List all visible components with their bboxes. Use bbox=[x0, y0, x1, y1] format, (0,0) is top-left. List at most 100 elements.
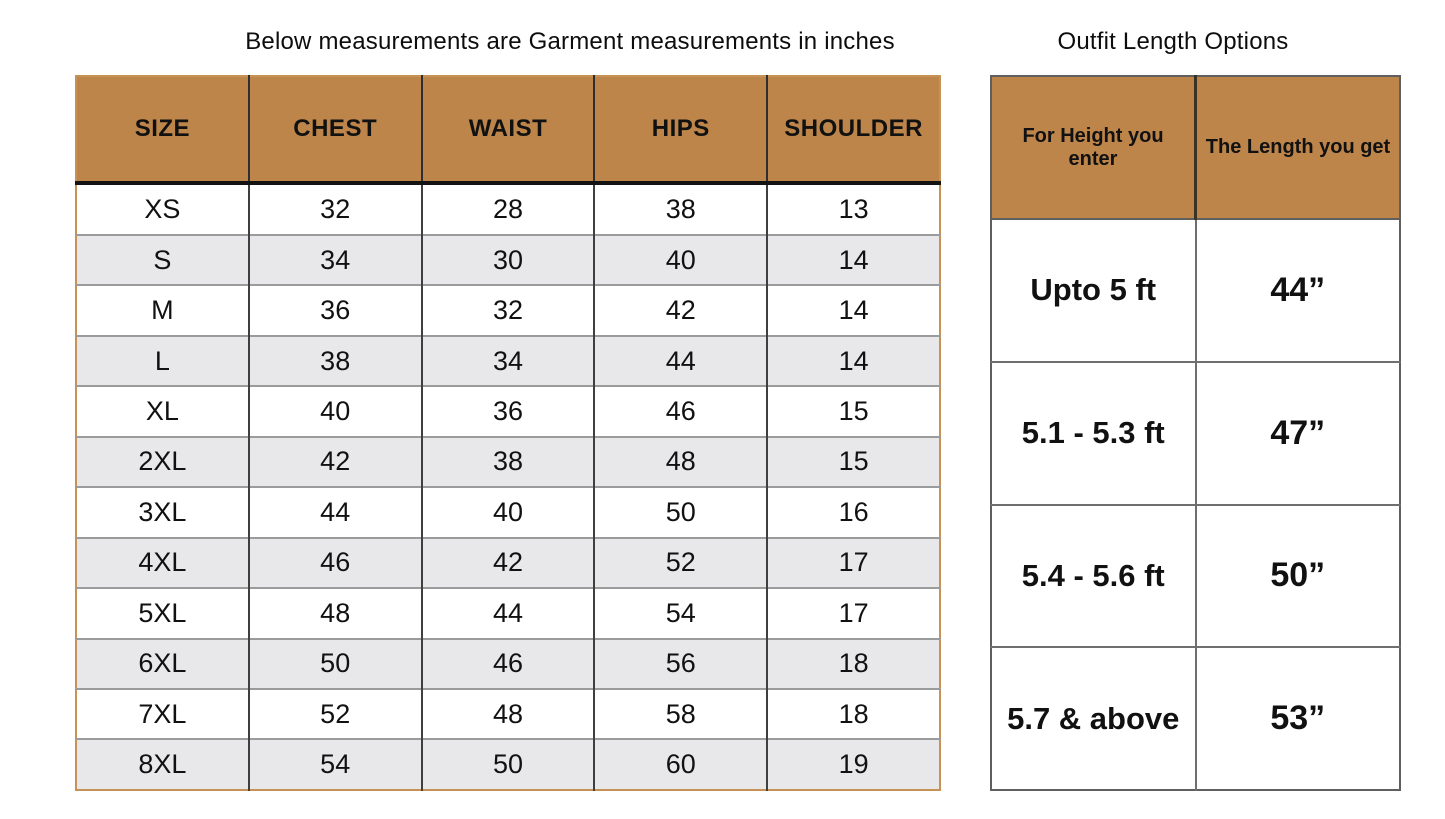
table-cell: 38 bbox=[593, 183, 768, 235]
table-cell: 44 bbox=[247, 486, 422, 538]
table-row: 7XL 52 48 58 18 bbox=[76, 687, 940, 740]
table-cell: 18 bbox=[766, 687, 940, 740]
table-cell: Upto 5 ft bbox=[991, 219, 1196, 362]
table-cell: 58 bbox=[593, 687, 768, 740]
table-cell: 50 bbox=[247, 637, 422, 689]
table-row: XS 32 28 38 13 bbox=[76, 183, 940, 235]
left_table-column-header: CHEST bbox=[247, 76, 422, 185]
table-row: XL 40 36 46 15 bbox=[76, 385, 940, 437]
outfit-length-table-body: Upto 5 ft 44” 5.1 - 5.3 ft 47” 5.4 - 5.6 ft 5… bbox=[991, 219, 1400, 790]
table-cell: 17 bbox=[766, 536, 940, 589]
table-cell: 7XL bbox=[76, 687, 249, 740]
table-cell: 5.1 - 5.3 ft bbox=[991, 360, 1196, 505]
table-cell: 8XL bbox=[76, 738, 249, 790]
table-cell: 5.7 & above bbox=[991, 646, 1196, 790]
table-row: S 34 30 40 14 bbox=[76, 233, 940, 286]
table-cell: XL bbox=[76, 385, 249, 437]
table-cell: 30 bbox=[420, 233, 595, 286]
table-row: 3XL 44 40 50 16 bbox=[76, 486, 940, 538]
table-cell: 48 bbox=[247, 587, 422, 639]
table-cell: 40 bbox=[247, 385, 422, 437]
table-row: L 38 34 44 14 bbox=[76, 334, 940, 387]
table-cell: 5.4 - 5.6 ft bbox=[991, 503, 1196, 648]
table-cell: 54 bbox=[593, 587, 768, 639]
table-cell: 17 bbox=[766, 587, 940, 639]
outfit-length-table: For Height you enter The Length you get U… bbox=[990, 75, 1401, 791]
table-cell: 48 bbox=[593, 435, 768, 488]
table-cell: 16 bbox=[766, 486, 940, 538]
table-cell: 44 bbox=[420, 587, 595, 639]
table-cell: 36 bbox=[420, 385, 595, 437]
right_table-column-header: The Length you get bbox=[1194, 76, 1400, 220]
table-cell: 46 bbox=[420, 637, 595, 689]
table-cell: M bbox=[76, 284, 249, 336]
garment-table-head: SIZE CHEST WAIST HIPS SHOULDER bbox=[76, 76, 940, 185]
table-cell: 2XL bbox=[76, 435, 249, 488]
table-row: 5.4 - 5.6 ft 50” bbox=[991, 503, 1400, 648]
table-cell: S bbox=[76, 233, 249, 286]
table-row: Upto 5 ft 44” bbox=[991, 219, 1400, 362]
table-row: 6XL 50 46 56 18 bbox=[76, 637, 940, 689]
table-cell: 38 bbox=[420, 435, 595, 488]
table-cell: 28 bbox=[420, 183, 595, 235]
table-row: 5XL 48 44 54 17 bbox=[76, 587, 940, 639]
table-cell: 46 bbox=[247, 536, 422, 589]
table-cell: 42 bbox=[420, 536, 595, 589]
right_table-column-header: For Height you enter bbox=[991, 76, 1196, 220]
right_table-header-row: For Height you enter The Length you get bbox=[991, 76, 1400, 220]
table-row: 5.1 - 5.3 ft 47” bbox=[991, 360, 1400, 505]
garment-measurements-table: SIZE CHEST WAIST HIPS SHOULDER XS 32 28 38 13 S 34… bbox=[75, 75, 941, 791]
table-cell: 32 bbox=[247, 183, 422, 235]
table-cell: 40 bbox=[593, 233, 768, 286]
table-cell: 15 bbox=[766, 385, 940, 437]
left_table-header-row: SIZE CHEST WAIST HIPS SHOULDER bbox=[76, 76, 940, 185]
table-cell: 4XL bbox=[76, 536, 249, 589]
table-cell: 5XL bbox=[76, 587, 249, 639]
table-cell: 6XL bbox=[76, 637, 249, 689]
left_table-column-header: WAIST bbox=[420, 76, 595, 185]
table-cell: 18 bbox=[766, 637, 940, 689]
table-cell: 46 bbox=[593, 385, 768, 437]
table-cell: 19 bbox=[766, 738, 940, 790]
table-row: 2XL 42 38 48 15 bbox=[76, 435, 940, 488]
table-cell: 44 bbox=[593, 334, 768, 387]
table-cell: 14 bbox=[766, 334, 940, 387]
table-cell: 15 bbox=[766, 435, 940, 488]
table-cell: 54 bbox=[247, 738, 422, 790]
table-cell: 42 bbox=[247, 435, 422, 488]
table-cell: 52 bbox=[593, 536, 768, 589]
table-cell: 42 bbox=[593, 284, 768, 336]
table-cell: 3XL bbox=[76, 486, 249, 538]
table-cell: 50 bbox=[420, 738, 595, 790]
table-cell: 14 bbox=[766, 233, 940, 286]
table-cell: 34 bbox=[247, 233, 422, 286]
table-row: 8XL 54 50 60 19 bbox=[76, 738, 940, 790]
outfit-length-table-head: For Height you enter The Length you get bbox=[991, 76, 1400, 220]
left_table-column-header: SIZE bbox=[76, 76, 249, 185]
table-cell: 14 bbox=[766, 284, 940, 336]
table-cell: L bbox=[76, 334, 249, 387]
table-cell: 44” bbox=[1194, 219, 1400, 362]
table-cell: 50” bbox=[1194, 503, 1400, 648]
garment-table-body: XS 32 28 38 13 S 34 30 40 14 M 36 32 42 14 L 38 34 44 14 XL 4… bbox=[76, 183, 940, 790]
table-cell: 36 bbox=[247, 284, 422, 336]
outfit-length-title: Outfit Length Options bbox=[1057, 28, 1289, 55]
table-cell: 48 bbox=[420, 687, 595, 740]
table-cell: 52 bbox=[247, 687, 422, 740]
table-cell: 32 bbox=[420, 284, 595, 336]
table-row: 5.7 & above 53” bbox=[991, 646, 1400, 790]
table-row: M 36 32 42 14 bbox=[76, 284, 940, 336]
table-cell: 38 bbox=[247, 334, 422, 387]
table-cell: 50 bbox=[593, 486, 768, 538]
left_table-column-header: SHOULDER bbox=[766, 76, 940, 185]
table-cell: 13 bbox=[766, 183, 940, 235]
table-cell: 56 bbox=[593, 637, 768, 689]
left_table-column-header: HIPS bbox=[593, 76, 768, 185]
table-cell: 47” bbox=[1194, 360, 1400, 505]
table-row: 4XL 46 42 52 17 bbox=[76, 536, 940, 589]
garment-table-title: Below measurements are Garment measureme… bbox=[245, 28, 895, 55]
table-cell: 40 bbox=[420, 486, 595, 538]
table-cell: 60 bbox=[593, 738, 768, 790]
table-cell: 34 bbox=[420, 334, 595, 387]
